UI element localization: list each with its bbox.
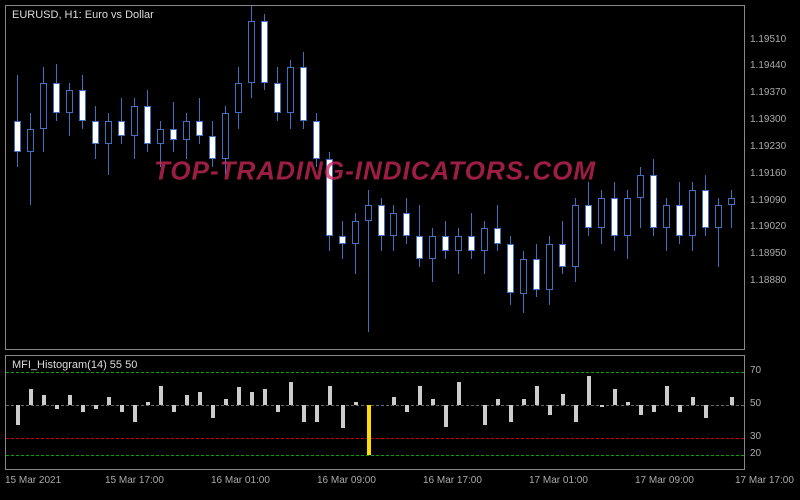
y-tick-label: 1.19510	[750, 34, 786, 45]
reference-line	[6, 372, 744, 373]
histogram-bar	[237, 387, 241, 405]
histogram-bar	[652, 405, 656, 412]
y-tick-label: 1.19300	[750, 114, 786, 125]
x-tick-label: 16 Mar 17:00	[423, 475, 482, 486]
x-tick-label: 16 Mar 09:00	[317, 475, 376, 486]
histogram-bar	[522, 399, 526, 406]
histogram-bar	[444, 405, 448, 426]
histogram-bar	[535, 386, 539, 406]
histogram-bar	[496, 399, 500, 406]
histogram-bar	[276, 405, 280, 412]
y-tick-label: 1.19230	[750, 141, 786, 152]
histogram-bar	[639, 405, 643, 415]
sub-y-axis: 70 50 30 20	[746, 355, 796, 470]
y-tick-label: 1.19020	[750, 221, 786, 232]
x-axis: 15 Mar 2021 15 Mar 17:00 16 Mar 01:00 16 Ma…	[5, 472, 795, 492]
histogram-bar	[704, 405, 708, 418]
histogram-bar	[250, 392, 254, 405]
histogram-bar	[159, 386, 163, 406]
histogram-bar	[29, 389, 33, 405]
y-tick-label: 1.19090	[750, 195, 786, 206]
reference-line	[6, 438, 744, 439]
main-y-axis: 1.19510 1.19440 1.19370 1.19300 1.19230 1.191…	[746, 5, 796, 350]
histogram-bar	[185, 395, 189, 405]
y-tick-label: 1.19440	[750, 60, 786, 71]
indicator-title: MFI_Histogram(14) 55 50	[12, 359, 137, 371]
x-tick-label: 17 Mar 01:00	[529, 475, 588, 486]
y-tick-label: 1.19160	[750, 168, 786, 179]
histogram-bar	[548, 405, 552, 415]
histogram-bar	[574, 405, 578, 421]
histogram-bar	[600, 405, 604, 407]
reference-line	[6, 405, 744, 406]
histogram-bar	[483, 405, 487, 425]
histogram-bar	[224, 399, 228, 406]
histogram-bar	[146, 402, 150, 405]
main-price-chart[interactable]: EURUSD, H1: Euro vs Dollar TOP-TRADING-I…	[5, 5, 745, 350]
histogram-bar	[198, 392, 202, 405]
histogram-bar	[418, 386, 422, 406]
x-tick-label: 17 Mar 09:00	[635, 475, 694, 486]
histogram-bar	[613, 389, 617, 405]
histogram-bar	[302, 405, 306, 421]
histogram-bar	[42, 395, 46, 405]
x-tick-label: 15 Mar 17:00	[105, 475, 164, 486]
histogram-bar	[107, 397, 111, 405]
histogram-bar	[211, 405, 215, 418]
y-tick-label: 1.18950	[750, 248, 786, 259]
histogram-bar	[665, 386, 669, 406]
histogram-bar	[431, 399, 435, 406]
histogram-bar	[367, 405, 371, 454]
main-chart-title: EURUSD, H1: Euro vs Dollar	[12, 9, 154, 21]
histogram-bar	[133, 405, 137, 421]
histogram-bar	[263, 389, 267, 405]
histogram-bar	[55, 405, 59, 408]
histogram-bar	[457, 382, 461, 405]
chart-container: EURUSD, H1: Euro vs Dollar TOP-TRADING-I…	[0, 0, 800, 500]
histogram-bar	[172, 405, 176, 412]
histogram-bar	[691, 397, 695, 405]
histogram-bar	[354, 402, 358, 405]
reference-line	[6, 455, 744, 456]
y-tick-label: 1.18880	[750, 275, 786, 286]
x-tick-label: 17 Mar 17:00	[735, 475, 794, 486]
x-tick-label: 15 Mar 2021	[5, 475, 61, 486]
x-tick-label: 16 Mar 01:00	[211, 475, 270, 486]
histogram-bar	[561, 394, 565, 406]
histogram-bar	[94, 405, 98, 408]
histogram-bar	[678, 405, 682, 412]
histogram-bar	[120, 405, 124, 412]
y-tick-label: 30	[750, 431, 761, 442]
indicator-chart[interactable]: MFI_Histogram(14) 55 50	[5, 355, 745, 470]
histogram-bar	[587, 376, 591, 406]
histogram-bar	[68, 395, 72, 405]
histogram-bar	[405, 405, 409, 412]
histogram-bar	[16, 405, 20, 425]
histogram-bar	[289, 382, 293, 405]
y-tick-label: 50	[750, 398, 761, 409]
histogram-bar	[341, 405, 345, 428]
histogram-bar	[730, 397, 734, 405]
histogram-bar	[509, 405, 513, 421]
y-tick-label: 70	[750, 365, 761, 376]
histogram-bar	[392, 397, 396, 405]
histogram-bar	[328, 386, 332, 406]
y-tick-label: 20	[750, 448, 761, 459]
histogram-bar	[315, 405, 319, 421]
histogram-bar	[81, 405, 85, 412]
y-tick-label: 1.19370	[750, 87, 786, 98]
watermark-text: TOP-TRADING-INDICATORS.COM	[154, 155, 596, 186]
histogram-bar	[626, 402, 630, 405]
